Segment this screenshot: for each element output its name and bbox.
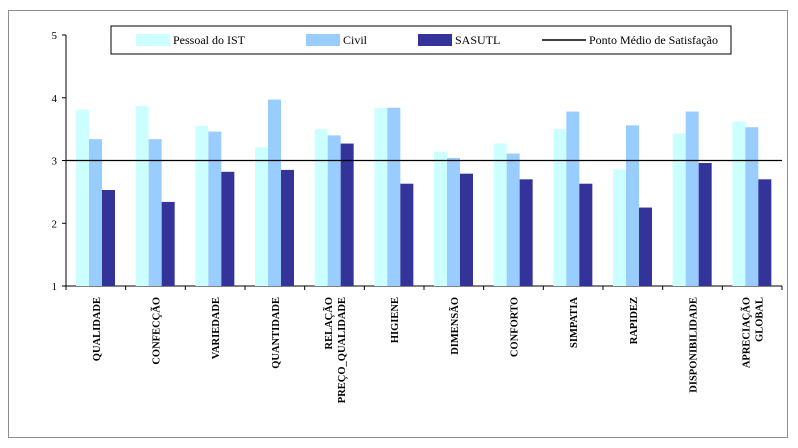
bar bbox=[89, 139, 102, 286]
legend-label: Pessoal do IST bbox=[173, 33, 246, 47]
bar bbox=[208, 131, 222, 286]
legend-label: SASUTL bbox=[455, 33, 500, 47]
bar bbox=[566, 111, 580, 287]
category-label: CONFORTO bbox=[510, 297, 521, 357]
y-tick-label: 5 bbox=[52, 30, 58, 42]
bar bbox=[460, 173, 473, 286]
bar bbox=[268, 99, 281, 286]
category-label: DIMENSÃO bbox=[449, 297, 461, 355]
category-label: GLOBAL bbox=[755, 297, 766, 342]
bar bbox=[745, 127, 759, 287]
category-label: HIGIENE bbox=[390, 297, 401, 343]
legend-swatch bbox=[136, 34, 170, 46]
y-tick-label: 2 bbox=[52, 218, 58, 230]
bar bbox=[221, 171, 235, 286]
legend-swatch bbox=[306, 34, 340, 46]
bar bbox=[698, 163, 712, 286]
bar bbox=[327, 135, 341, 286]
bar bbox=[626, 125, 639, 286]
bar bbox=[374, 107, 388, 286]
y-tick-label: 4 bbox=[52, 93, 58, 105]
bar bbox=[76, 109, 89, 286]
y-tick-label: 3 bbox=[52, 156, 58, 168]
y-tick-label: 1 bbox=[52, 281, 58, 293]
bar bbox=[493, 143, 507, 286]
bar bbox=[672, 133, 686, 286]
bar bbox=[639, 207, 652, 286]
bar bbox=[447, 157, 460, 286]
bar bbox=[148, 139, 162, 286]
legend-label: Ponto Médio de Satisfação bbox=[589, 33, 718, 47]
bar bbox=[758, 179, 772, 286]
category-label: APRECIAÇÃO bbox=[741, 297, 753, 368]
bar bbox=[579, 183, 593, 286]
bar bbox=[553, 129, 567, 286]
bar bbox=[400, 183, 414, 286]
category-label: RELAÇÃO bbox=[323, 297, 335, 350]
bar bbox=[255, 147, 268, 286]
bar bbox=[102, 189, 115, 286]
legend-label: Civil bbox=[343, 33, 368, 47]
category-label: VARIEDADE bbox=[211, 297, 222, 359]
bar-chart: 1 2 3 4 5 QUALIDADE CONFECÇÃO VARIEDADE QUANTIDA… bbox=[52, 25, 783, 403]
bar bbox=[506, 153, 520, 286]
bar bbox=[314, 129, 328, 286]
legend-swatch bbox=[418, 34, 452, 46]
bar bbox=[195, 125, 209, 286]
chart-frame: 1 2 3 4 5 QUALIDADE CONFECÇÃO VARIEDADE QUANTIDA… bbox=[8, 10, 788, 438]
category-label: SIMPATIA bbox=[569, 297, 580, 348]
category-label: RAPIDEZ bbox=[629, 297, 640, 344]
bar bbox=[387, 107, 401, 286]
bar bbox=[161, 201, 175, 286]
category-label: PREÇO_QUALIDADE bbox=[337, 297, 348, 403]
bar bbox=[732, 121, 746, 286]
bar bbox=[613, 169, 626, 286]
bar bbox=[281, 169, 294, 286]
category-label: DISPONIBILIDADE bbox=[689, 297, 700, 393]
bar bbox=[135, 105, 149, 286]
bar bbox=[340, 143, 354, 286]
bar bbox=[519, 179, 533, 286]
bar bbox=[434, 151, 447, 286]
category-label: QUALIDADE bbox=[92, 297, 103, 361]
bar bbox=[685, 111, 699, 287]
category-label: QUANTIDADE bbox=[271, 297, 282, 369]
category-label: CONFECÇÃO bbox=[151, 297, 163, 365]
